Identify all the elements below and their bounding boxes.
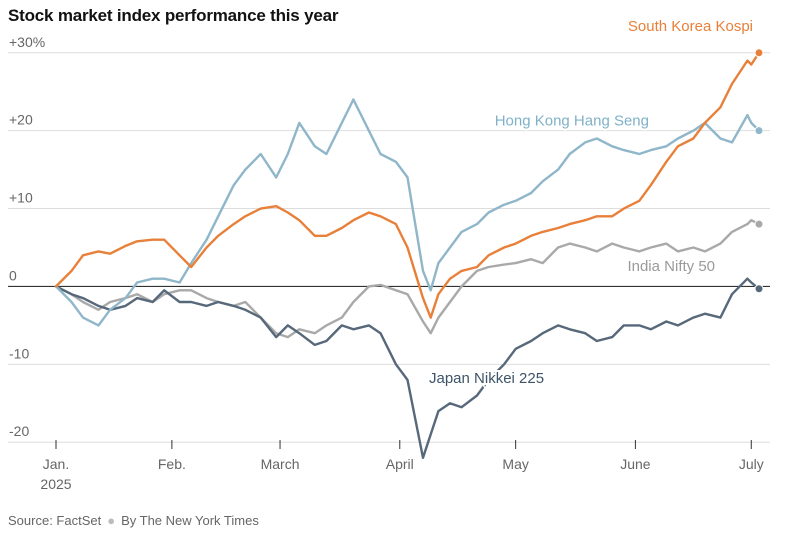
x-tick-label: Jan.: [43, 456, 69, 472]
x-axis: Jan. 2025 Feb. March April May June July: [40, 440, 764, 492]
y-tick-label: +10: [9, 190, 33, 206]
x-tick-label: July: [739, 456, 764, 472]
series-line-india-nifty-50: [54, 219, 761, 339]
series-end-dot: [754, 284, 764, 294]
separator-dot: ●: [107, 513, 116, 528]
series-label: South Korea Kospi: [628, 18, 753, 35]
series-label: India Nifty 50: [627, 258, 715, 275]
series-end-dot: [754, 219, 764, 229]
series-line-japan-nikkei-225: [54, 277, 761, 459]
byline-text: By The New York Times: [121, 513, 259, 528]
series-labels: India Nifty 50 Japan Nikkei 225 Hong Kong …: [427, 16, 755, 389]
series-line-hong-kong-hang-seng: [54, 98, 761, 327]
series-label: Japan Nikkei 225: [429, 370, 544, 387]
x-tick-label: April: [386, 456, 414, 472]
y-tick-label: +20: [9, 112, 33, 128]
y-tick-label: 0: [9, 267, 17, 283]
grid-lines: [8, 52, 770, 443]
x-tick-label: March: [261, 456, 300, 472]
source-text: Source: FactSet: [8, 513, 102, 528]
x-tick-label: May: [502, 456, 528, 472]
chart-title: Stock market index performance this year: [8, 6, 339, 25]
series-label: Hong Kong Hang Seng: [495, 113, 649, 130]
x-tick-label: June: [620, 456, 651, 472]
series-lines: [54, 48, 764, 459]
x-tick-label: Feb.: [158, 456, 186, 472]
y-tick-label: -20: [9, 423, 29, 439]
y-axis-labels: +30% +20 +10 0 -10 -20: [9, 34, 45, 439]
series-line-south-korea-kospi: [54, 51, 761, 319]
y-tick-label: +30%: [9, 34, 45, 50]
series-end-dot: [754, 126, 764, 136]
series-end-dot: [754, 48, 764, 58]
y-tick-label: -10: [9, 345, 29, 361]
source-line: Source: FactSet ● By The New York Times: [8, 513, 259, 528]
x-tick-sublabel: 2025: [40, 476, 71, 492]
